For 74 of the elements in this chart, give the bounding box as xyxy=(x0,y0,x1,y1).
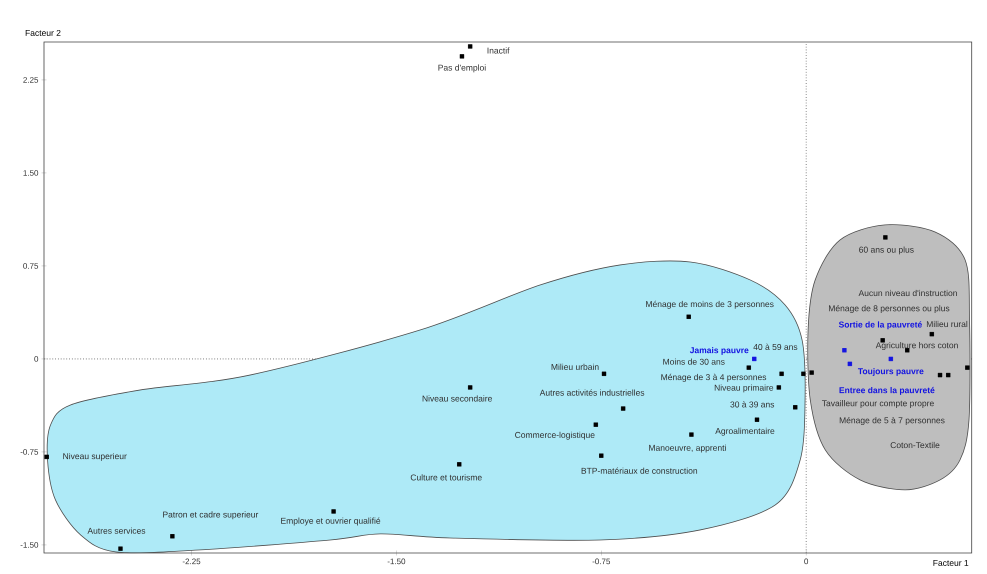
annotation: Aucun niveau d'instruction xyxy=(858,290,957,296)
point xyxy=(938,372,942,378)
annotation: Autres services xyxy=(87,528,146,534)
point xyxy=(930,332,934,336)
x-tick-label: -1.50 xyxy=(388,558,406,564)
annotation: Agriculture hors coton xyxy=(876,342,958,350)
y-axis-title: Facteur 2 xyxy=(26,30,60,36)
point xyxy=(594,422,598,427)
annotation: Autres activités industrielles xyxy=(540,389,644,396)
annotation: Jamais pauvre xyxy=(690,346,748,355)
point xyxy=(842,348,847,352)
annotation: Niveau secondaire xyxy=(422,395,492,402)
annotation: Milieu rural xyxy=(926,320,968,328)
annotation: Niveau primaire xyxy=(714,384,774,392)
x-tick-label: -0.75 xyxy=(592,558,610,564)
y-tick-label: 2.25 xyxy=(23,77,38,83)
annotation: Culture et tourisme xyxy=(410,474,482,480)
point xyxy=(118,546,123,551)
point xyxy=(848,362,852,366)
point xyxy=(468,44,472,49)
annotation: Patron et cadre superieur xyxy=(163,511,258,520)
point xyxy=(689,432,694,437)
y-tick-label: 0 xyxy=(34,356,38,362)
point xyxy=(779,372,784,376)
annotation: Sortie de la pauvreté xyxy=(838,321,922,330)
annotation: Ménage de moins de 3 personnes xyxy=(646,300,774,309)
point xyxy=(746,365,751,370)
annotation: Tavailleur pour compte propre xyxy=(822,400,934,408)
annotation: Inactif xyxy=(488,47,510,54)
point xyxy=(793,405,798,410)
point xyxy=(468,385,472,390)
annotation: Ménage de 8 personnes ou plus xyxy=(828,304,950,314)
annotation: BTP-matériaux de construction xyxy=(582,467,698,474)
y-tick-label: 0.75 xyxy=(23,263,38,269)
annotation: Manoeuvre, apprenti xyxy=(649,444,726,453)
point xyxy=(809,370,814,375)
point xyxy=(460,54,464,59)
point xyxy=(965,365,970,370)
point xyxy=(946,372,950,378)
x-tick-label: 0 xyxy=(804,558,808,564)
point xyxy=(44,454,49,460)
point xyxy=(620,406,626,411)
x-axis-title: Facteur 1 xyxy=(933,560,968,566)
annotation: 60 ans ou plus xyxy=(859,246,914,254)
point xyxy=(883,235,888,240)
annotation: Ménage de 5 à 7 personnes xyxy=(840,416,945,426)
annotation: Milieu urbain xyxy=(552,364,599,370)
y-tick-label: -0.75 xyxy=(20,449,38,455)
point xyxy=(754,418,760,422)
point xyxy=(801,372,806,376)
y-tick-label: 1.50 xyxy=(24,170,38,176)
annotation: 30 à 39 ans xyxy=(730,401,774,408)
annotation: Agroalimentaire xyxy=(715,428,774,436)
annotation: Commerce-logistique xyxy=(515,432,595,440)
point xyxy=(752,356,756,362)
point xyxy=(686,314,691,319)
annotation: Employe et ouvrier qualifié xyxy=(281,517,380,526)
annotation: Niveau superieur xyxy=(63,452,127,461)
annotation: Ménage de 3 à 4 personnes xyxy=(661,374,766,382)
annotation: 40 à 59 ans xyxy=(753,344,798,350)
x-tick-label: -2.25 xyxy=(182,558,200,564)
point xyxy=(599,453,604,458)
annotation: Pas d'emploi xyxy=(438,64,486,72)
annotation: Entree dans la pauvreté xyxy=(839,386,935,395)
annotation: Moins de 30 ans xyxy=(663,358,725,365)
point xyxy=(888,356,894,362)
annotation: Coton-Textile xyxy=(890,442,940,448)
point xyxy=(170,534,175,538)
point xyxy=(602,372,606,376)
y-tick-label: -1.50 xyxy=(20,542,38,548)
point xyxy=(457,462,462,467)
point xyxy=(776,385,782,390)
annotation: Toujours pauvre xyxy=(858,368,924,376)
point xyxy=(331,509,336,514)
